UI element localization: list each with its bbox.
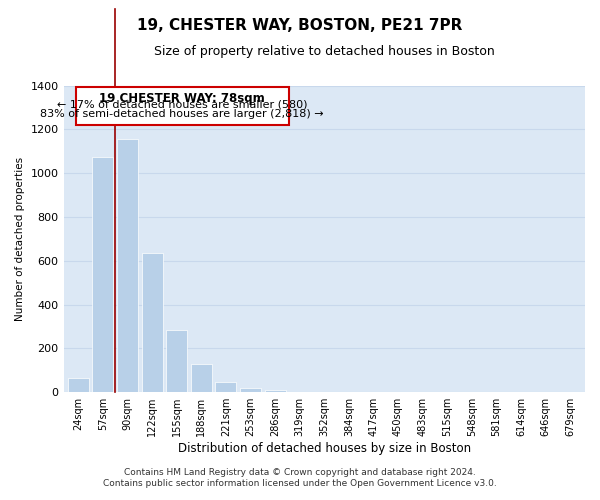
- Text: 19, CHESTER WAY, BOSTON, PE21 7PR: 19, CHESTER WAY, BOSTON, PE21 7PR: [137, 18, 463, 32]
- X-axis label: Distribution of detached houses by size in Boston: Distribution of detached houses by size …: [178, 442, 471, 455]
- Text: ← 17% of detached houses are smaller (580): ← 17% of detached houses are smaller (58…: [57, 100, 307, 110]
- Bar: [117, 139, 138, 392]
- Bar: [68, 378, 89, 392]
- Bar: [142, 253, 163, 392]
- Bar: [215, 382, 236, 392]
- Bar: [240, 388, 261, 392]
- Text: 19 CHESTER WAY: 78sqm: 19 CHESTER WAY: 78sqm: [100, 92, 265, 105]
- Y-axis label: Number of detached properties: Number of detached properties: [15, 157, 25, 321]
- Bar: [191, 364, 212, 392]
- FancyBboxPatch shape: [76, 86, 289, 124]
- Text: 83% of semi-detached houses are larger (2,818) →: 83% of semi-detached houses are larger (…: [40, 108, 324, 118]
- Bar: [265, 390, 286, 392]
- Text: Contains HM Land Registry data © Crown copyright and database right 2024.
Contai: Contains HM Land Registry data © Crown c…: [103, 468, 497, 487]
- Bar: [166, 330, 187, 392]
- Bar: [92, 156, 113, 392]
- Title: Size of property relative to detached houses in Boston: Size of property relative to detached ho…: [154, 45, 494, 58]
